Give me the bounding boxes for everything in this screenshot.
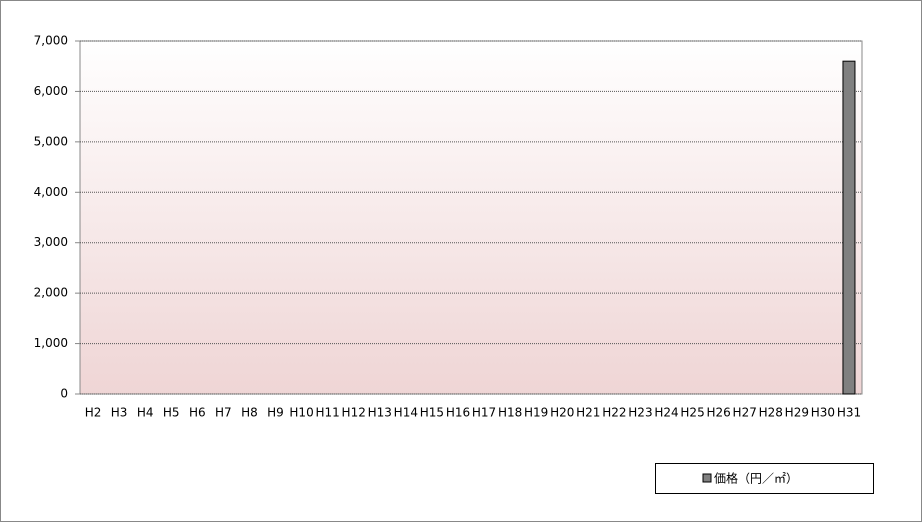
x-tick-label: H29 [785, 406, 809, 420]
x-tick-label: H21 [576, 406, 600, 420]
y-tick-label: 7,000 [34, 34, 68, 48]
y-tick-label: 4,000 [34, 185, 68, 199]
x-tick-label: H17 [472, 406, 496, 420]
x-tick-label: H13 [368, 406, 392, 420]
x-tick-label: H14 [394, 406, 418, 420]
x-tick-label: H12 [342, 406, 366, 420]
x-tick-label: H11 [315, 406, 339, 420]
x-tick-label: H9 [267, 406, 284, 420]
x-tick-label: H28 [759, 406, 783, 420]
x-tick-label: H15 [420, 406, 444, 420]
x-tick-label: H31 [837, 406, 861, 420]
x-tick-label: H22 [602, 406, 626, 420]
x-tick-label: H8 [241, 406, 258, 420]
y-tick-label: 3,000 [34, 235, 68, 249]
legend-label: 価格（円／㎡） [714, 471, 798, 486]
x-tick-label: H10 [289, 406, 313, 420]
x-tick-label: H20 [550, 406, 574, 420]
y-tick-label: 2,000 [34, 286, 68, 300]
x-tick-label: H24 [654, 406, 678, 420]
y-tick-label: 6,000 [34, 84, 68, 98]
x-tick-label: H27 [733, 406, 757, 420]
x-tick-label: H2 [85, 406, 102, 420]
x-tick-label: H30 [811, 406, 835, 420]
x-tick-label: H18 [498, 406, 522, 420]
legend-swatch [702, 473, 712, 483]
bar [842, 60, 856, 395]
x-tick-label: H25 [680, 406, 704, 420]
x-tick-label: H26 [706, 406, 730, 420]
x-tick-label: H3 [111, 406, 128, 420]
x-tick-label: H6 [189, 406, 206, 420]
plot-area [79, 40, 863, 395]
x-tick-label: H5 [163, 406, 180, 420]
x-tick-label: H7 [215, 406, 232, 420]
x-tick-label: H4 [137, 406, 154, 420]
x-tick-label: H16 [446, 406, 470, 420]
x-tick-label: H23 [628, 406, 652, 420]
x-tick-label: H19 [524, 406, 548, 420]
y-tick-label: 5,000 [34, 134, 68, 148]
y-tick-label: 0 [60, 387, 68, 401]
legend-box [655, 463, 874, 494]
y-tick-label: 1,000 [34, 336, 68, 350]
